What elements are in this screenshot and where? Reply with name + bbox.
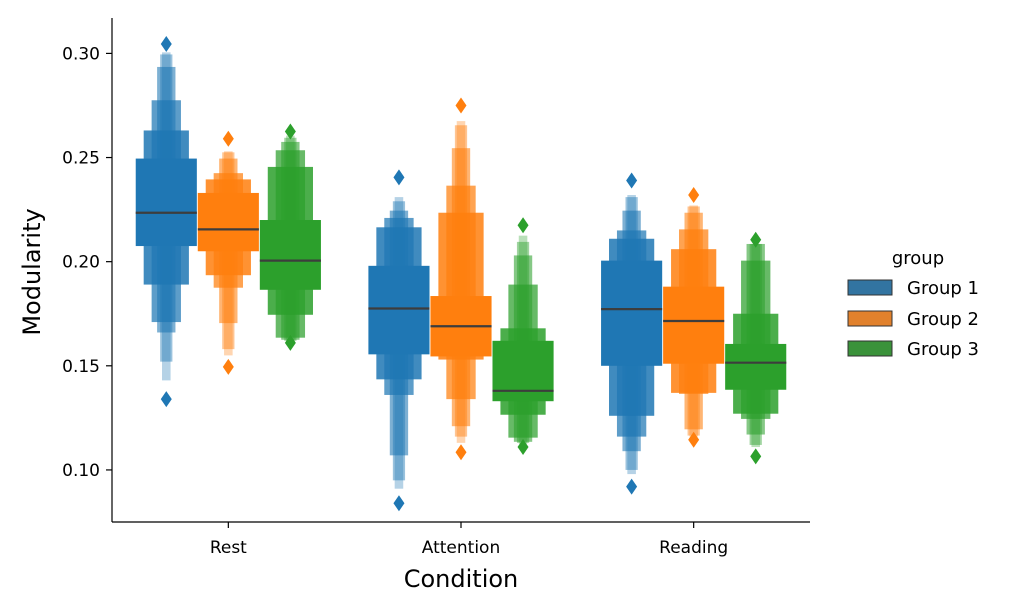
outlier-point [688,187,700,204]
legend-title: group [892,248,944,269]
boxen-level-1 [663,286,725,364]
legend-label-group-1: Group 1 [907,278,979,299]
boxen-level-1 [368,265,430,355]
boxen-level-1 [135,158,197,247]
outlier-point [455,97,467,114]
boxen-group-1-rest [135,36,197,408]
legend: group Group 1 Group 2 Group 3 [847,248,979,360]
boxen-group-2-attention [430,97,492,461]
y-tick-label: 0.20 [62,253,100,273]
outlier-point [160,36,172,53]
y-axis-ticks: 0.10 0.15 0.20 0.25 0.30 [62,44,112,481]
x-axis-ticks: Rest Attention Reading [210,522,728,558]
outlier-point [284,123,296,140]
x-axis-title: Condition [404,565,519,593]
boxen-level-1 [725,343,787,390]
boxen-level-1 [492,340,554,402]
plot-area [135,36,787,512]
boxen-group-3-attention [492,217,554,456]
y-tick-label: 0.10 [62,461,100,481]
boxen-group-2-reading [663,187,725,448]
legend-label-group-3: Group 3 [907,339,979,360]
boxen-group-1-attention [368,169,430,512]
boxen-group-3-rest [259,123,321,351]
outlier-point [688,431,700,448]
outlier-point [750,231,762,248]
y-tick-label: 0.15 [62,357,100,377]
legend-swatch-group-2 [847,310,893,327]
legend-label-group-2: Group 2 [907,309,979,330]
y-tick-label: 0.25 [62,149,100,169]
outlier-point [626,172,638,189]
outlier-point [393,169,405,186]
x-tick-label-rest: Rest [210,538,247,558]
outlier-point [222,358,234,375]
legend-swatch-group-1 [847,279,893,296]
outlier-point [222,130,234,147]
outlier-point [393,495,405,512]
outlier-point [160,391,172,408]
boxen-level-1 [601,260,663,366]
y-tick-label: 0.30 [62,44,100,64]
x-tick-label-attention: Attention [422,538,500,558]
outlier-point [517,217,529,234]
boxen-group-1-reading [601,172,663,495]
x-tick-label-reading: Reading [659,538,728,558]
boxen-group-2-rest [197,130,259,375]
legend-swatch-group-3 [847,340,893,357]
boxen-group-3-reading [725,231,787,465]
outlier-point [626,478,638,495]
outlier-point [455,444,467,461]
outlier-point [517,439,529,456]
outlier-point [750,448,762,465]
boxen-level-1 [259,220,321,290]
y-axis-title: Modularity [18,208,46,335]
boxen-level-1 [197,192,259,252]
outlier-point [284,334,296,351]
